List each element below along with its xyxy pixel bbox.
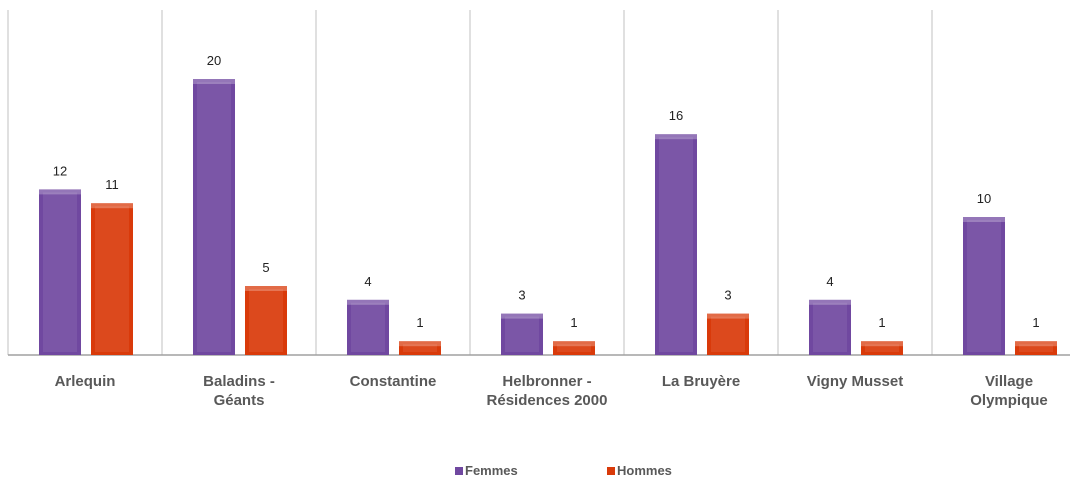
bar-shine [95, 206, 129, 352]
bar-top [963, 217, 1005, 222]
x-tick-label: Vigny Musset [806, 373, 904, 390]
bar-top [553, 341, 595, 347]
bar-shine [659, 137, 693, 352]
bar-shine [1019, 344, 1053, 352]
x-tick-label: La Bruyère [661, 373, 741, 390]
bar-shine [865, 344, 899, 352]
bar-shine [403, 344, 437, 352]
x-tick-label: Helbronner - Résidences 2000 [486, 373, 608, 409]
data-label: 5 [262, 260, 269, 275]
bar-shine [557, 344, 591, 352]
data-label: 3 [518, 288, 525, 303]
bar-top [91, 203, 133, 209]
bar [861, 341, 903, 355]
bar [1015, 341, 1057, 355]
bar [399, 341, 441, 355]
data-label: 1 [1032, 315, 1039, 330]
bar-shine [249, 289, 283, 352]
bar [707, 313, 749, 355]
data-label: 3 [724, 288, 731, 303]
data-label: 4 [826, 274, 833, 289]
bar-top [245, 286, 287, 291]
x-tick-label: Village Olympique [970, 373, 1048, 409]
data-label: 16 [669, 108, 683, 123]
data-label: 1 [416, 315, 423, 330]
data-label: 12 [53, 163, 67, 178]
data-label: 1 [570, 315, 577, 330]
data-label: 11 [105, 177, 119, 192]
bar [91, 203, 133, 355]
bar [655, 134, 697, 355]
legend-entry: Femmes [455, 463, 518, 478]
bar-top [1015, 341, 1057, 347]
bar-top [193, 79, 235, 84]
bar-top [809, 299, 851, 305]
bar-shine [43, 192, 77, 352]
bar [193, 79, 235, 355]
bar [809, 299, 851, 355]
legend-swatch [607, 467, 615, 475]
bar [347, 299, 389, 355]
bar-shine [197, 82, 231, 352]
bar-shine [711, 316, 745, 352]
bar-shine [505, 316, 539, 352]
data-label: 4 [364, 274, 371, 289]
data-label: 20 [207, 53, 221, 68]
bar [245, 286, 287, 355]
bar [553, 341, 595, 355]
legend-entry: Hommes [607, 463, 672, 478]
bar [39, 189, 81, 355]
legend-swatch [455, 467, 463, 475]
data-label: 1 [878, 315, 885, 330]
legend-label: Femmes [465, 463, 518, 478]
x-tick-label: Constantine [349, 373, 437, 390]
legend-label: Hommes [617, 463, 672, 478]
bar [963, 217, 1005, 355]
bar-top [861, 341, 903, 347]
bar-top [707, 313, 749, 319]
data-label: 10 [977, 191, 991, 206]
bar [501, 313, 543, 355]
x-tick-label: Baladins - Géants [203, 373, 275, 409]
bar-top [501, 313, 543, 319]
bar-top [39, 189, 81, 195]
bar-shine [813, 302, 847, 352]
bar-top [655, 134, 697, 140]
bar-shine [967, 220, 1001, 352]
bar-shine [351, 302, 385, 352]
bar-top [399, 341, 441, 347]
bar-top [347, 299, 389, 305]
x-tick-label: Arlequin [54, 373, 116, 390]
